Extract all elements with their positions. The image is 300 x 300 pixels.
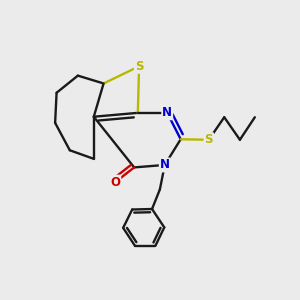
Text: S: S [205,133,213,146]
Text: N: N [160,158,170,172]
Text: N: N [162,106,172,119]
Text: S: S [135,60,143,73]
Text: O: O [110,176,120,189]
